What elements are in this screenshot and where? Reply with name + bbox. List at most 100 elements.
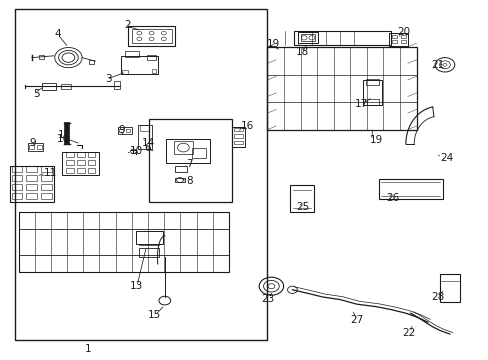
Bar bbox=[378, 179, 442, 199]
Bar bbox=[267, 47, 416, 130]
Bar bbox=[61, 84, 71, 89]
Bar bbox=[12, 175, 22, 181]
Text: 11: 11 bbox=[44, 168, 57, 178]
Text: 7: 7 bbox=[185, 159, 192, 169]
Bar bbox=[297, 32, 318, 43]
Bar bbox=[119, 129, 123, 132]
Text: 13: 13 bbox=[130, 281, 143, 291]
Bar bbox=[173, 141, 193, 154]
Bar bbox=[15, 9, 266, 340]
Bar bbox=[151, 69, 156, 73]
Bar bbox=[87, 152, 95, 157]
Bar bbox=[138, 125, 151, 148]
Bar bbox=[10, 166, 54, 202]
Bar bbox=[66, 159, 74, 165]
Bar bbox=[77, 152, 84, 157]
Bar bbox=[41, 184, 52, 190]
Bar bbox=[139, 248, 159, 256]
Bar bbox=[62, 152, 99, 175]
Text: 8: 8 bbox=[185, 176, 192, 186]
Bar bbox=[66, 152, 74, 157]
Bar bbox=[12, 193, 22, 199]
Bar bbox=[77, 159, 84, 165]
Text: 10: 10 bbox=[129, 146, 142, 156]
Text: 23: 23 bbox=[261, 294, 274, 304]
Bar bbox=[41, 175, 52, 181]
Text: 12: 12 bbox=[58, 130, 71, 140]
Bar bbox=[391, 35, 396, 38]
Text: 6: 6 bbox=[144, 143, 151, 153]
Bar bbox=[300, 34, 315, 41]
Bar bbox=[26, 184, 37, 190]
Bar bbox=[114, 81, 120, 89]
Bar bbox=[366, 99, 378, 104]
Bar bbox=[290, 185, 313, 212]
Text: 16: 16 bbox=[241, 121, 254, 131]
Bar bbox=[234, 134, 243, 138]
Text: 9: 9 bbox=[29, 138, 36, 148]
Text: 19: 19 bbox=[266, 39, 279, 49]
Text: 18: 18 bbox=[295, 47, 308, 57]
Text: 19: 19 bbox=[369, 135, 383, 145]
Bar bbox=[41, 166, 52, 172]
Bar bbox=[26, 166, 37, 172]
Bar bbox=[28, 143, 42, 151]
Bar bbox=[19, 212, 228, 272]
Bar bbox=[234, 128, 243, 131]
Bar bbox=[140, 125, 149, 131]
Bar bbox=[77, 167, 84, 173]
Text: 24: 24 bbox=[439, 153, 452, 163]
Bar bbox=[26, 193, 37, 199]
Text: 20: 20 bbox=[396, 27, 409, 37]
Text: 4: 4 bbox=[54, 29, 61, 39]
Bar bbox=[41, 83, 56, 90]
Bar bbox=[166, 139, 210, 163]
Bar bbox=[175, 166, 186, 172]
Text: 5: 5 bbox=[33, 89, 40, 99]
Bar bbox=[400, 35, 405, 38]
Bar bbox=[400, 40, 405, 43]
Bar bbox=[231, 127, 245, 147]
Bar bbox=[391, 40, 396, 43]
Bar bbox=[29, 145, 34, 149]
Bar bbox=[126, 129, 130, 132]
Text: 10: 10 bbox=[57, 134, 70, 144]
Bar bbox=[122, 70, 127, 74]
Bar bbox=[12, 166, 22, 172]
Bar bbox=[234, 141, 243, 144]
Bar bbox=[365, 79, 379, 85]
Text: 17: 17 bbox=[354, 99, 368, 109]
Text: 14: 14 bbox=[142, 138, 155, 148]
Bar bbox=[191, 148, 206, 158]
Bar bbox=[131, 29, 171, 43]
Bar bbox=[128, 26, 175, 46]
Text: 9: 9 bbox=[118, 125, 125, 135]
Text: 1: 1 bbox=[84, 344, 91, 354]
Bar bbox=[121, 56, 157, 74]
Bar bbox=[388, 33, 407, 46]
Text: 25: 25 bbox=[296, 202, 309, 212]
Text: 26: 26 bbox=[386, 193, 399, 203]
Bar bbox=[149, 119, 232, 202]
Bar bbox=[439, 274, 459, 302]
Bar bbox=[135, 231, 162, 244]
Bar bbox=[175, 178, 184, 182]
Bar bbox=[87, 159, 95, 165]
Bar bbox=[12, 184, 22, 190]
Bar bbox=[26, 175, 37, 181]
Text: 3: 3 bbox=[105, 74, 112, 84]
Text: 28: 28 bbox=[430, 292, 444, 302]
Bar bbox=[37, 145, 41, 149]
Bar bbox=[147, 55, 156, 60]
Bar bbox=[118, 127, 131, 134]
Text: 22: 22 bbox=[402, 328, 415, 338]
Text: 21: 21 bbox=[430, 60, 444, 70]
Bar bbox=[293, 31, 390, 45]
Text: 2: 2 bbox=[124, 20, 131, 30]
Bar bbox=[124, 51, 139, 57]
Text: 15: 15 bbox=[147, 310, 161, 320]
Text: 27: 27 bbox=[349, 315, 363, 325]
Bar bbox=[41, 193, 52, 199]
Bar bbox=[66, 167, 74, 173]
Bar bbox=[89, 60, 94, 64]
